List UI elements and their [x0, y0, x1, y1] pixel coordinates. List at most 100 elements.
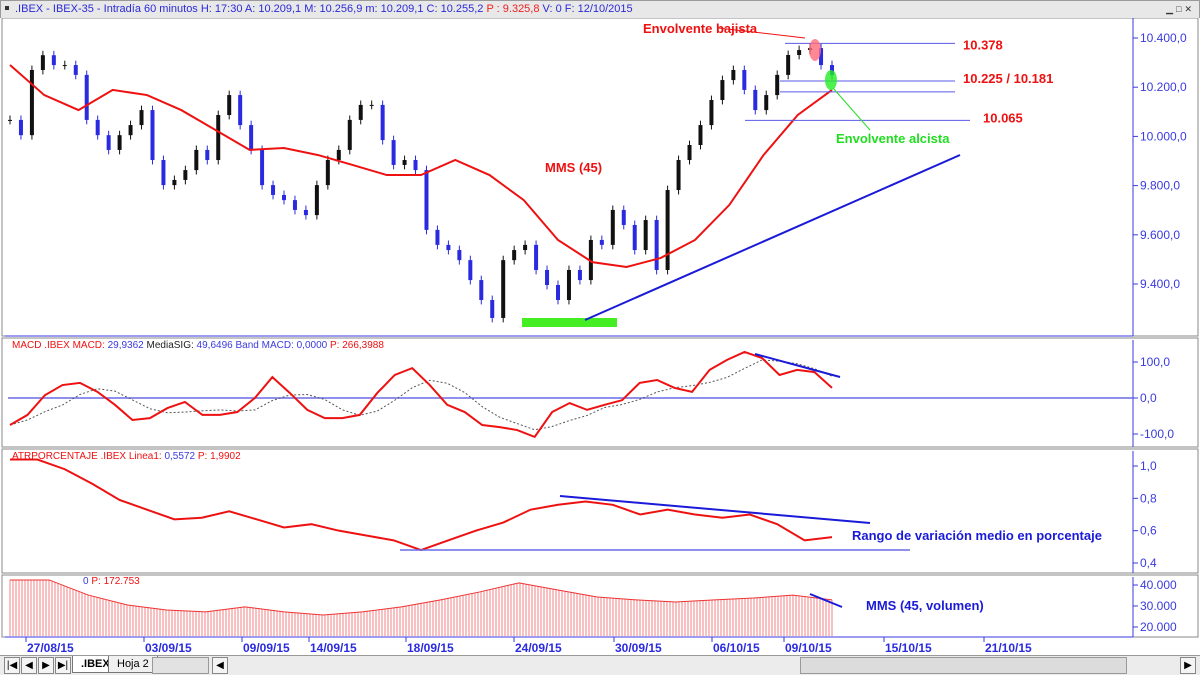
- price-axis-tick-label: 9.600,0: [1140, 228, 1180, 242]
- atr-annotation: Rango de variación medio en porcentaje: [852, 528, 1102, 543]
- chart-area: 10.400,0 10.200,0 10.000,0 9.800,0 9.600,0 9.…: [0, 18, 1200, 655]
- next-sheet-button[interactable]: ▶: [38, 657, 54, 674]
- menu-square-icon[interactable]: [5, 6, 9, 10]
- double-bottom-highlight: [522, 318, 617, 327]
- atr-axis-tick-label: 1,0: [1140, 459, 1157, 473]
- mms-annotation: MMS (45): [545, 160, 602, 175]
- price-candle: [84, 70, 89, 125]
- atr-resistance-line: [559, 495, 871, 524]
- price-candle: [512, 245, 517, 265]
- support-trendline: [584, 154, 961, 321]
- volume-legend: 0 P: 172.753: [83, 576, 140, 587]
- price-candle: [599, 235, 604, 250]
- title-quote: .IBEX - IBEX-35 - Intradía 60 minutos H:…: [15, 3, 484, 15]
- price-candle: [8, 115, 12, 125]
- macd-trendline: [754, 353, 841, 378]
- price-candle: [347, 115, 352, 155]
- bearish-annotation: Envolvente bajista: [643, 21, 758, 36]
- volume-trendline: [809, 593, 843, 608]
- price-candle: [753, 85, 758, 115]
- x-axis-label: 09/09/15: [243, 641, 290, 655]
- mms45-line: [9, 64, 833, 269]
- chart-title-bar: .IBEX - IBEX-35 - Intradía 60 minutos H:…: [0, 0, 1200, 19]
- price-candle: [545, 265, 550, 290]
- price-candle: [621, 205, 626, 230]
- price-candle: [172, 175, 177, 190]
- x-axis-label: 27/08/15: [27, 641, 74, 655]
- volume-axis-tick-label: 40.000: [1140, 578, 1177, 592]
- price-candle: [468, 255, 473, 285]
- x-axis-label: 06/10/15: [713, 641, 760, 655]
- price-candle: [402, 155, 407, 170]
- prev-sheet-button[interactable]: ◀: [21, 657, 37, 674]
- bullish-annotation: Envolvente alcista: [836, 131, 950, 146]
- price-candle: [314, 180, 319, 220]
- price-candle: [610, 205, 615, 250]
- price-candle: [709, 95, 714, 130]
- price-candle: [676, 155, 681, 195]
- title-p-value: P : 9.325,8: [486, 3, 540, 15]
- price-candle: [292, 195, 297, 215]
- price-candle: [29, 65, 34, 140]
- macd-axis-tick-label: -100,0: [1140, 427, 1174, 441]
- price-candle: [479, 275, 484, 305]
- price-candle: [556, 280, 560, 305]
- scroll-right-button[interactable]: ▶: [1180, 657, 1196, 674]
- atr-axis-tick-label: 0,6: [1140, 524, 1157, 538]
- price-candle: [687, 140, 692, 165]
- price-candle: [128, 120, 133, 140]
- price-axis-tick-label: 10.200,0: [1140, 80, 1187, 94]
- bullish-callout-line: [832, 87, 871, 131]
- price-candle: [282, 190, 286, 205]
- tab-scroll-area[interactable]: [152, 657, 209, 674]
- price-candle: [797, 45, 802, 60]
- price-candle: [62, 60, 67, 70]
- last-sheet-button[interactable]: ▶|: [55, 657, 71, 674]
- horizontal-scrollbar[interactable]: [800, 657, 1127, 674]
- price-candle: [260, 145, 265, 190]
- macd-line: [9, 350, 833, 439]
- price-candle: [457, 245, 462, 265]
- price-candle: [523, 240, 528, 255]
- tab-hoja-2[interactable]: Hoja 2: [108, 656, 158, 673]
- price-candle: [775, 70, 780, 100]
- macd-axis-tick-label: 100,0: [1140, 355, 1170, 369]
- title-volume-date: V: 0 F: 12/10/2015: [542, 3, 633, 15]
- price-candle: [588, 235, 593, 285]
- price-candle: [742, 65, 747, 95]
- price-candle: [435, 225, 440, 250]
- macd-axis-tick-label: 0,0: [1140, 391, 1157, 405]
- price-candle: [139, 105, 144, 130]
- first-sheet-button[interactable]: |◀: [4, 657, 20, 674]
- price-candle: [566, 265, 571, 305]
- level-label: 10.225 / 10.181: [963, 71, 1053, 86]
- scroll-left-button[interactable]: ◀: [212, 657, 228, 674]
- price-candle: [358, 100, 363, 125]
- window-controls[interactable]: ▁□✕: [1166, 4, 1195, 14]
- price-candle: [117, 130, 122, 155]
- price-candle: [698, 120, 703, 150]
- price-candle: [95, 115, 100, 140]
- tab-ibex[interactable]: .IBEX: [72, 656, 119, 673]
- price-candle: [391, 135, 396, 170]
- x-axis-label: 24/09/15: [515, 641, 562, 655]
- price-candle: [216, 110, 221, 165]
- bullish-engulfing-marker: [825, 70, 837, 90]
- level-label: 10.065: [983, 110, 1023, 125]
- price-candle: [183, 165, 188, 185]
- price-candle: [654, 215, 659, 275]
- x-axis-label: 30/09/15: [615, 641, 662, 655]
- x-axis-label: 18/09/15: [407, 641, 454, 655]
- price-axis-tick-label: 10.400,0: [1140, 31, 1187, 45]
- atr-legend: ATRPORCENTAJE .IBEX Linea1: 0,5572 P: 1,…: [12, 451, 241, 462]
- price-candle: [18, 115, 23, 140]
- volume-axis-tick-label: 30.000: [1140, 599, 1177, 613]
- x-axis-label: 15/10/15: [885, 641, 932, 655]
- price-candle: [764, 90, 769, 115]
- price-candle: [577, 265, 582, 285]
- price-candle: [271, 180, 276, 200]
- x-axis-label: 09/10/15: [785, 641, 832, 655]
- price-candle: [380, 100, 385, 145]
- price-candle: [819, 43, 824, 70]
- price-candle: [501, 255, 506, 323]
